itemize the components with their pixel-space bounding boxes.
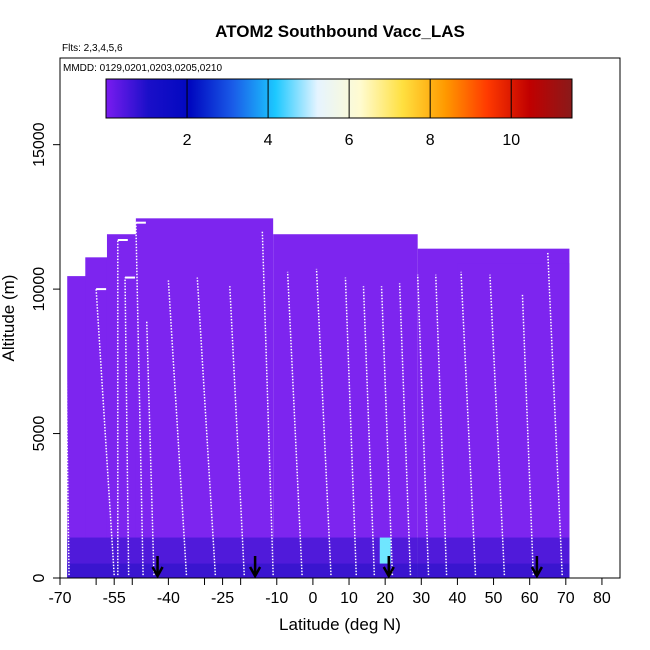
x-tick-label: 40: [449, 590, 467, 607]
x-tick-label: 20: [376, 590, 394, 607]
arrow-layer: [151, 556, 543, 579]
flight-profile: [380, 286, 394, 576]
flight-profile: [460, 271, 477, 576]
x-tick-label: -40: [157, 590, 180, 607]
surface-band: [67, 563, 570, 578]
x-tick-label: 70: [557, 590, 575, 607]
flight-profile: [64, 317, 70, 576]
flight-profile: [416, 274, 430, 576]
flight-profile: [489, 274, 506, 576]
colorbar-tick-label: 6: [345, 132, 354, 149]
coverage-block: [457, 263, 570, 578]
flight-profile: [286, 271, 303, 576]
colorbar-tick-label: 4: [264, 132, 273, 149]
x-tick-label: 0: [308, 590, 317, 607]
profile-layer: [64, 221, 563, 576]
arrow-head: [249, 566, 262, 579]
coverage-layer: [67, 218, 570, 578]
flight-profile: [261, 231, 274, 576]
y-tick-label: 0: [31, 573, 48, 582]
flight-profile: [315, 268, 332, 576]
x-tick-label: -70: [48, 590, 71, 607]
x-axis-label: Latitude (deg N): [279, 615, 401, 634]
y-axis: 0 5000 10000 15000: [31, 122, 60, 582]
bright-cell: [379, 537, 391, 564]
x-tick-label: 50: [485, 590, 503, 607]
y-axis-label: Altitude (m): [0, 275, 18, 362]
flight-profile: [362, 286, 376, 576]
flight-profile: [167, 280, 188, 576]
coverage-block: [273, 234, 418, 578]
x-tick-label: 10: [340, 590, 358, 607]
arrow-head: [530, 566, 543, 579]
x-axis: -70 -55 -40 -25 -10 0 10 20 30 40 50 60 70 80: [48, 577, 620, 607]
flight-profile: [398, 283, 412, 576]
x-tick-label: -55: [103, 590, 126, 607]
colorbar-ticks: 2 4 6 8 10: [183, 79, 520, 149]
x-tick-label: -25: [211, 590, 234, 607]
flight-profile: [434, 274, 448, 576]
x-tick-label: 30: [412, 590, 430, 607]
flight-profile: [145, 320, 155, 576]
arrow-head: [151, 566, 164, 579]
colorbar-gradient: [105, 78, 573, 119]
y-tick-label: 5000: [31, 416, 48, 452]
x-tick-label: -10: [265, 590, 288, 607]
colorbar: 2 4 6 8 10: [105, 78, 573, 149]
x-tick-label: 60: [521, 590, 539, 607]
y-tick-label: 15000: [31, 122, 48, 167]
colorbar-tick-label: 8: [426, 132, 435, 149]
flight-profile: [229, 286, 246, 576]
flights-note: Flts: 2,3,4,5,6: [62, 43, 123, 54]
x-tick-label: 80: [593, 590, 611, 607]
colorbar-tick-label: 10: [502, 132, 520, 149]
y-tick-label: 10000: [31, 267, 48, 312]
colorbar-tick-label: 2: [183, 132, 192, 149]
chart-title: ATOM2 Southbound Vacc_LAS: [215, 22, 465, 41]
arrow-head: [382, 566, 395, 579]
dates-note: MMDD: 0129,0201,0203,0205,0210: [63, 63, 222, 74]
